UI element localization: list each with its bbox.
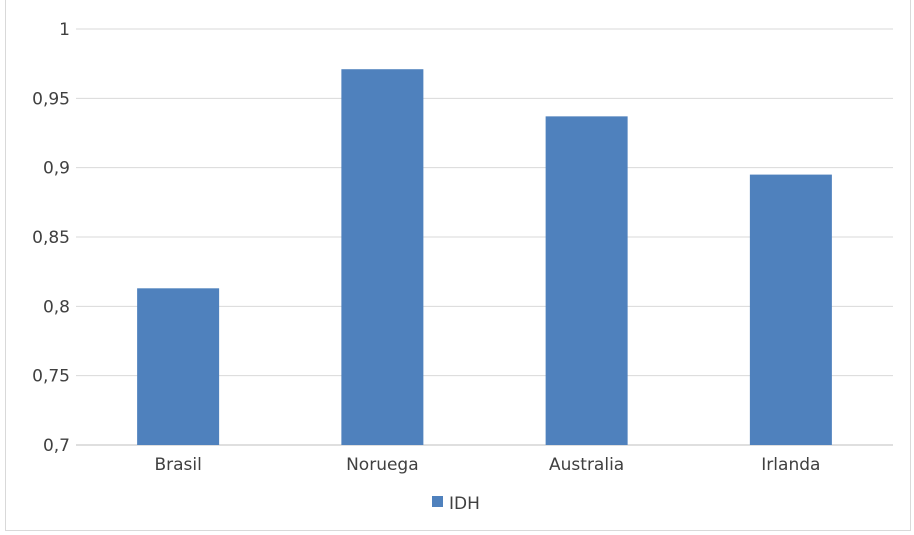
- y-tick-label: 0,9: [43, 159, 70, 179]
- y-tick-label: 0,75: [32, 367, 70, 387]
- bar-australia: [545, 116, 628, 446]
- x-tick-label: Noruega: [346, 455, 419, 475]
- legend: IDH: [432, 494, 480, 514]
- y-tick-label: 0,85: [32, 228, 70, 248]
- bars: [137, 69, 832, 446]
- bar-noruega: [341, 69, 424, 446]
- x-tick-label: Brasil: [154, 455, 201, 475]
- x-tick-label: Irlanda: [761, 455, 820, 475]
- x-tick-label: Australia: [549, 455, 624, 475]
- y-axis-ticks: 0,7 0,75 0,8 0,85 0,9 0,95 1: [32, 20, 70, 456]
- y-tick-label: 0,95: [32, 89, 70, 109]
- bar-brasil: [137, 288, 220, 445]
- y-tick-label: 1: [59, 20, 70, 40]
- legend-label-idh: IDH: [449, 494, 480, 514]
- bar-irlanda: [749, 174, 832, 445]
- y-tick-label: 0,8: [43, 297, 70, 317]
- legend-swatch-idh: [432, 496, 443, 507]
- y-tick-label: 0,7: [43, 436, 70, 456]
- x-axis-ticks: Brasil Noruega Australia Irlanda: [154, 455, 820, 475]
